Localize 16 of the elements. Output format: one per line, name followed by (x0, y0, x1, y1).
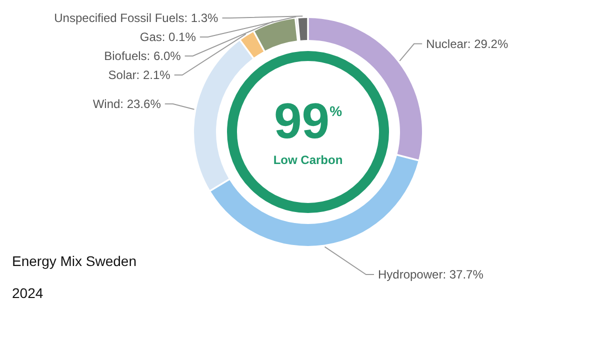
slice-label: Biofuels: 6.0% (104, 49, 182, 64)
donut-slice (194, 40, 253, 190)
slice-label: Gas: 0.1% (140, 30, 196, 44)
donut-slice (298, 18, 308, 40)
donut-slice (210, 156, 418, 246)
donut-slice (240, 32, 264, 58)
text: 99$^{%}$ (274, 93, 343, 149)
slice-label: Unspecified Fossil Fuels: 1.3% (54, 11, 219, 26)
slice-label: Solar: 2.1% (108, 68, 171, 82)
text: Low Carbon (273, 153, 343, 167)
text: Energy Mix Sweden (12, 253, 137, 269)
slice-label: Wind: 23.6% (92, 97, 162, 112)
donut-slice (254, 18, 297, 51)
slice-label: Hydropower: 37.7% (378, 268, 484, 282)
text: 2024 (12, 285, 44, 301)
slice-label: Nuclear: 29.2% (426, 36, 508, 51)
